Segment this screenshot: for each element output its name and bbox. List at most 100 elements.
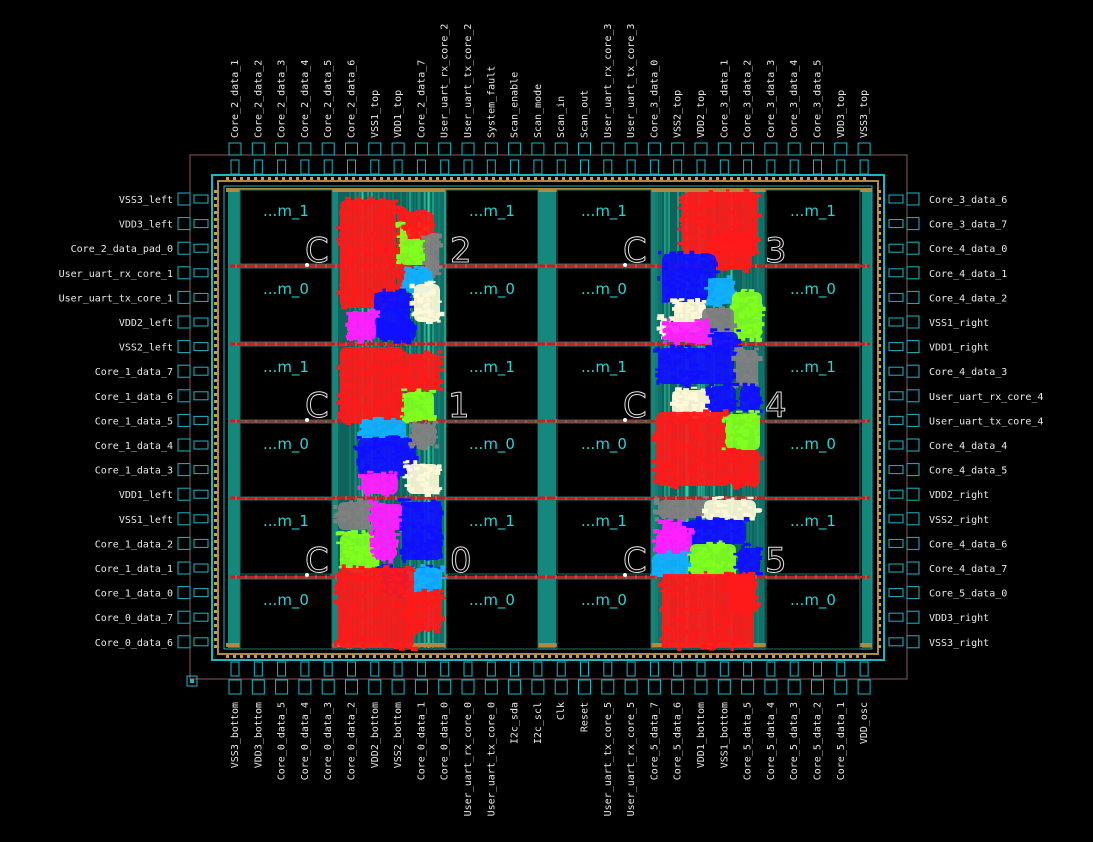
- ring-via: [821, 177, 824, 180]
- ring-via: [394, 655, 397, 658]
- pad-cell-right: [888, 538, 904, 548]
- pad-cell-left: [193, 366, 209, 376]
- std-cell: [688, 528, 694, 533]
- ring-via: [555, 177, 558, 180]
- pad-bottom: [368, 679, 382, 695]
- std-cell: [418, 210, 424, 214]
- pin-label-bottom: Clk: [556, 702, 567, 720]
- cell-cluster: [730, 450, 760, 486]
- pad-right: [906, 487, 920, 501]
- std-cell: [677, 242, 682, 245]
- cell-cluster: [362, 420, 406, 440]
- ring-via: [422, 655, 425, 658]
- ring-via: [275, 655, 278, 658]
- std-cell: [437, 240, 441, 245]
- std-cell: [373, 559, 380, 564]
- pad-top: [275, 142, 289, 156]
- pad-cell-top: [416, 159, 426, 175]
- std-cell: [408, 434, 413, 439]
- pad-cell-top: [789, 159, 799, 175]
- pad-cell-bottom: [323, 661, 333, 677]
- std-cell: [386, 494, 390, 497]
- std-cell: [401, 407, 407, 412]
- core-label-index: 2: [450, 231, 472, 271]
- ring-via: [660, 655, 663, 658]
- ring-via: [282, 177, 285, 180]
- std-cell: [652, 474, 657, 478]
- cell-cluster: [730, 576, 756, 612]
- pad-left: [177, 610, 191, 624]
- ring-via: [878, 603, 881, 606]
- std-cell: [695, 340, 702, 345]
- std-cell: [336, 411, 344, 416]
- ring-via: [590, 177, 593, 180]
- pad-top: [741, 142, 755, 156]
- ring-via: [534, 655, 537, 658]
- ring-via: [583, 655, 586, 658]
- pad-ring-outer: [211, 174, 885, 661]
- ring-via: [878, 365, 881, 368]
- std-cell: [394, 471, 398, 476]
- std-cell: [652, 436, 660, 439]
- pad-cell-bottom: [603, 661, 613, 677]
- pin-label-left: VDD3_left: [119, 220, 173, 231]
- ring-via: [485, 177, 488, 180]
- sram-macro-label: ...m_1: [581, 202, 627, 221]
- pad-left: [177, 561, 191, 575]
- std-cell: [408, 442, 415, 446]
- ring-via: [415, 177, 418, 180]
- std-cell: [406, 646, 413, 650]
- std-cell: [404, 498, 411, 501]
- cell-cluster: [372, 504, 404, 530]
- ring-via: [380, 655, 383, 658]
- cell-cluster: [338, 568, 414, 648]
- pin-label-bottom: User_uart_tx_core_5: [603, 702, 614, 816]
- std-cell: [395, 205, 403, 210]
- pin-label-left: Core_1_data_7: [95, 367, 173, 378]
- pad-cell-left: [193, 317, 209, 327]
- ring-via: [590, 655, 593, 658]
- ring-via: [214, 239, 217, 242]
- ring-via: [765, 177, 768, 180]
- ring-via: [415, 655, 418, 658]
- std-cell: [436, 265, 443, 269]
- ring-via: [261, 177, 264, 180]
- ring-via: [878, 267, 881, 270]
- std-cell: [434, 444, 439, 449]
- std-cell: [335, 589, 340, 593]
- core-origin-dot: [305, 263, 309, 267]
- ring-via: [751, 655, 754, 658]
- std-cell: [760, 306, 768, 311]
- pad-cell-top: [277, 159, 287, 175]
- ring-via: [214, 260, 217, 263]
- sram-macro-label: ...m_0: [469, 591, 515, 610]
- ring-via: [878, 421, 881, 424]
- ring-via: [214, 631, 217, 634]
- pin-label-top: User_uart_rx_core_3: [603, 24, 614, 138]
- cell-cluster: [658, 500, 704, 518]
- ring-via: [878, 435, 881, 438]
- ring-via: [214, 463, 217, 466]
- std-cell: [368, 308, 376, 314]
- pin-label-left: Core_0_data_6: [95, 638, 173, 649]
- pad-cell-bottom: [859, 661, 869, 677]
- pad-cell-top: [253, 159, 263, 175]
- ring-via: [214, 603, 217, 606]
- std-cell: [682, 522, 690, 526]
- ring-via: [878, 302, 881, 305]
- std-cell: [733, 566, 739, 569]
- ring-via: [214, 568, 217, 571]
- std-cell: [677, 519, 683, 523]
- std-cell: [398, 221, 403, 227]
- std-cell: [437, 464, 442, 469]
- std-cell: [695, 298, 701, 303]
- ring-via: [310, 655, 313, 658]
- core-origin-dot: [305, 418, 309, 422]
- pad-cell-left: [193, 514, 209, 524]
- ring-via: [429, 177, 432, 180]
- ring-via: [527, 177, 530, 180]
- std-cell: [355, 196, 362, 201]
- ring-via: [478, 177, 481, 180]
- std-cell: [361, 419, 367, 423]
